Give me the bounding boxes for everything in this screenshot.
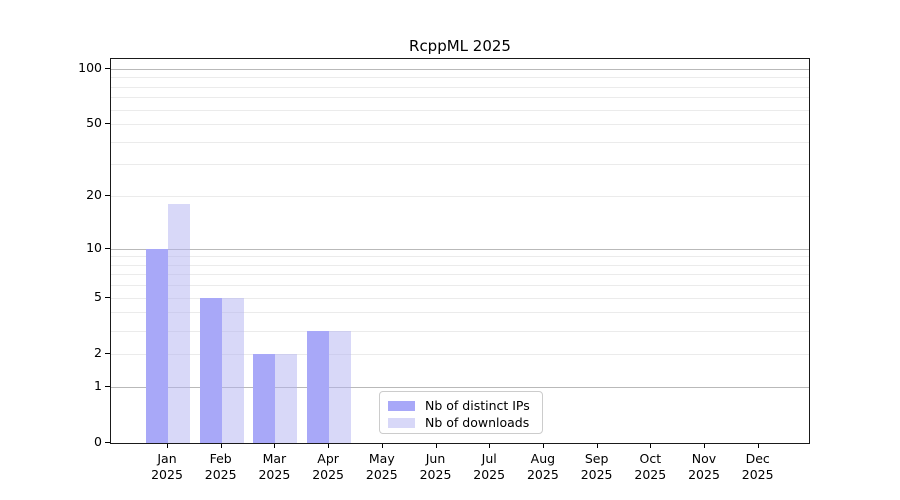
- legend-label-downloads: Nb of downloads: [425, 415, 530, 430]
- x-tick-mark-nov: [704, 444, 705, 448]
- x-tick-label-feb: Feb 2025: [204, 451, 237, 482]
- bar-jan-downloads: [168, 204, 190, 443]
- x-tick-mark-apr: [328, 444, 330, 448]
- bar-apr-downloads: [329, 330, 352, 443]
- gridline-minor-30: [111, 164, 809, 166]
- gridline-minor-8: [111, 264, 809, 266]
- chart-title: RcppML 2025: [409, 37, 511, 55]
- x-tick-label-oct: Oct 2025: [634, 451, 667, 482]
- x-tick-mark-mar: [274, 444, 276, 448]
- gridline-minor-50: [111, 124, 809, 125]
- gridline-minor-40: [111, 141, 809, 143]
- x-tick-label-jul: Jul 2025: [473, 451, 506, 482]
- x-tick-label-sep: Sep 2025: [580, 451, 613, 482]
- y-tick-mark-50: [105, 123, 110, 124]
- x-tick-mark-aug: [542, 444, 544, 448]
- x-tick-mark-jun: [435, 444, 437, 448]
- bar-apr-distinct-ips: [307, 330, 330, 443]
- y-tick-label-5: 5: [94, 288, 102, 304]
- bar-mar-downloads: [275, 353, 298, 443]
- y-tick-mark-10: [105, 247, 110, 249]
- y-tick-mark-0: [105, 442, 110, 443]
- gridline-minor-5: [111, 297, 809, 299]
- x-tick-mark-jul: [489, 444, 491, 448]
- gridline-minor-60: [111, 109, 809, 111]
- gridline-minor-3: [111, 330, 809, 332]
- x-tick-mark-may: [381, 444, 383, 448]
- legend-label-distinct-ips: Nb of distinct IPs: [425, 398, 530, 413]
- x-tick-label-jan: Jan 2025: [151, 451, 183, 482]
- y-tick-label-20: 20: [86, 187, 102, 202]
- x-tick-mark-oct: [650, 444, 652, 448]
- x-tick-label-dec: Dec 2025: [741, 451, 774, 482]
- gridline-minor-90: [111, 77, 809, 79]
- gridline-major-100: [111, 68, 809, 70]
- y-tick-label-50: 50: [86, 115, 102, 130]
- gridline-minor-20: [111, 196, 809, 197]
- x-tick-label-aug: Aug 2025: [526, 451, 559, 482]
- gridline-major-1: [111, 386, 809, 388]
- y-tick-label-2: 2: [94, 344, 102, 360]
- legend-item-downloads: Nb of downloads: [388, 414, 534, 431]
- gridline-minor-70: [111, 97, 809, 99]
- y-tick-label-1: 1: [94, 377, 102, 393]
- x-tick-label-may: May 2025: [365, 451, 398, 482]
- bar-jan-distinct-ips: [146, 248, 168, 443]
- y-tick-mark-5: [105, 296, 110, 298]
- y-tick-label-0: 0: [94, 434, 102, 449]
- bar-feb-downloads: [221, 297, 244, 443]
- y-tick-label-100: 100: [78, 59, 102, 75]
- y-tick-mark-2: [105, 352, 110, 354]
- legend: Nb of distinct IPs Nb of downloads: [379, 391, 543, 434]
- gridline-minor-6: [111, 285, 809, 287]
- legend-swatch-distinct-ips: [388, 400, 415, 411]
- gridline-minor-2: [111, 353, 809, 355]
- x-tick-label-mar: Mar 2025: [258, 451, 291, 482]
- y-tick-mark-1: [105, 385, 110, 387]
- gridline-minor-9: [111, 256, 809, 258]
- x-tick-mark-sep: [596, 444, 598, 448]
- legend-swatch-downloads: [388, 417, 415, 428]
- gridline-minor-7: [111, 274, 809, 276]
- legend-item-distinct-ips: Nb of distinct IPs: [388, 397, 534, 414]
- bar-mar-distinct-ips: [253, 353, 276, 443]
- plot-area: [110, 58, 810, 444]
- x-tick-mark-dec: [757, 444, 759, 448]
- gridline-major-10: [111, 248, 809, 250]
- x-tick-label-apr: Apr 2025: [312, 451, 344, 482]
- y-tick-label-10: 10: [86, 239, 102, 255]
- y-tick-mark-100: [105, 67, 110, 69]
- gridline-minor-80: [111, 86, 809, 88]
- y-tick-mark-20: [105, 195, 110, 196]
- gridline-minor-4: [111, 312, 809, 314]
- x-tick-label-nov: Nov 2025: [688, 451, 720, 482]
- bar-feb-distinct-ips: [199, 297, 222, 443]
- x-tick-mark-feb: [220, 444, 222, 448]
- x-tick-label-jun: Jun 2025: [419, 451, 452, 482]
- x-tick-mark-jan: [167, 444, 168, 448]
